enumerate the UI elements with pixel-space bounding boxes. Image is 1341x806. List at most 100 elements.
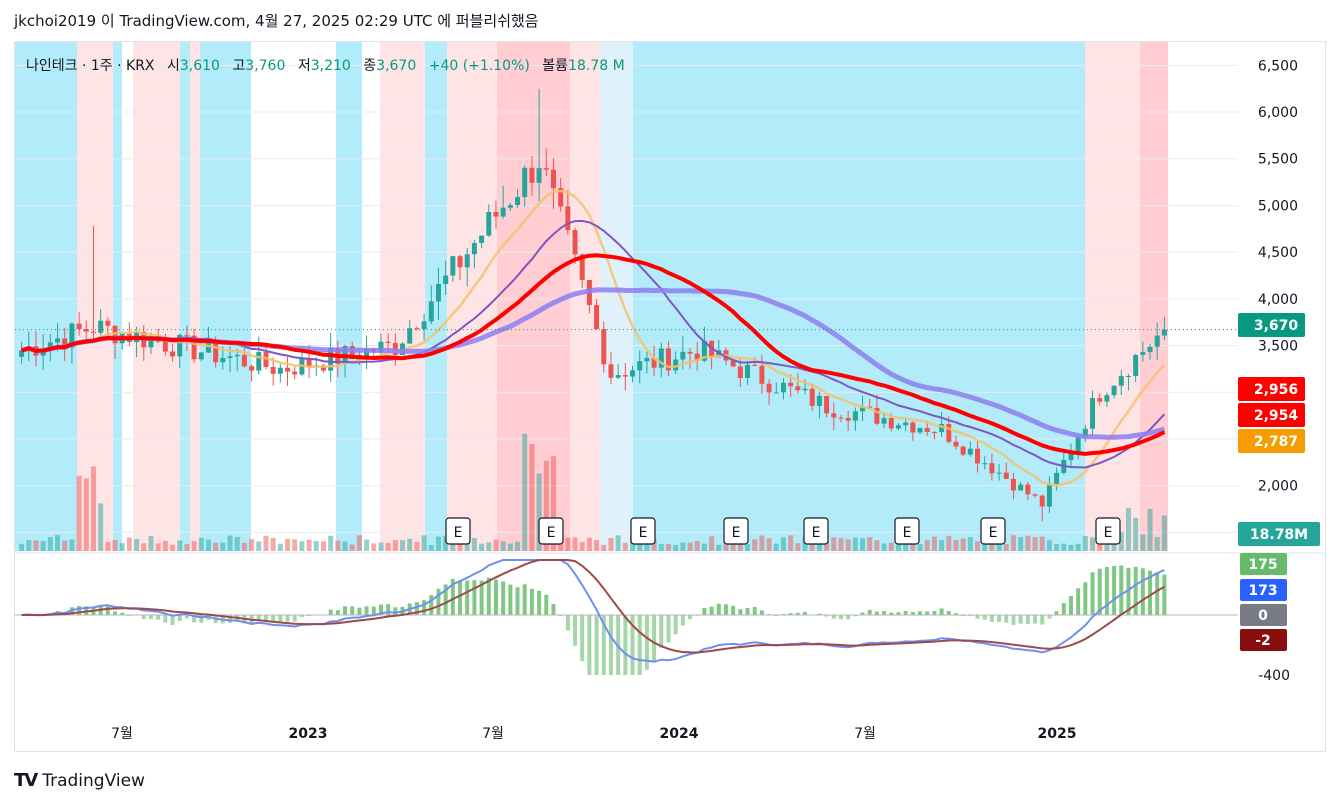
candle-120: [881, 418, 887, 424]
volume-bar-157: [1147, 508, 1153, 551]
candle-4: [47, 342, 53, 350]
volume-bar-135: [989, 541, 995, 551]
macd-hist-bar-84: [623, 615, 628, 675]
volume-bar-17: [141, 543, 147, 551]
volume-bar-22: [177, 540, 183, 551]
volume-bar-57: [428, 544, 434, 551]
volume-bar-156: [1140, 534, 1146, 551]
volume-bar-66: [493, 539, 499, 551]
macd-hist-bar-107: [788, 613, 793, 615]
candle-93: [687, 351, 693, 354]
volume-bar-92: [680, 542, 686, 551]
volume-bar-158: [1154, 537, 1160, 551]
macd-badge-label-1: 173: [1248, 583, 1277, 599]
volume-bar-39: [299, 541, 305, 551]
x-tick-label-4: 7월: [854, 726, 876, 742]
candle-108: [795, 386, 801, 391]
candle-134: [982, 463, 988, 465]
volume-bar-74: [550, 456, 556, 551]
volume-bar-113: [831, 537, 837, 551]
candle-128: [939, 423, 945, 433]
macd-hist-bar-55: [414, 602, 419, 615]
candle-36: [277, 367, 283, 374]
candle-109: [802, 388, 808, 391]
macd-hist-bar-92: [680, 615, 685, 626]
volume-bar-94: [694, 541, 700, 551]
trend-band-5: [180, 42, 190, 551]
macd-hist-bar-57: [429, 594, 434, 615]
trend-band-22: [848, 42, 915, 551]
macd-badge-1: [1240, 579, 1287, 601]
volume-bar-9: [83, 478, 89, 551]
macd-hist-bar-97: [716, 603, 721, 615]
volume-bar-31: [241, 542, 247, 551]
y-tick-label-5: 4,000: [1258, 292, 1298, 308]
macd-hist-bar-24: [192, 615, 197, 623]
macd-hist-bar-139: [1018, 615, 1023, 624]
macd-hist-bar-52: [393, 607, 398, 615]
trend-band-0: [15, 42, 77, 551]
macd-hist-bar-135: [989, 615, 994, 622]
candle-37: [285, 367, 291, 372]
macd-hist-bar-79: [587, 615, 592, 675]
candle-147: [1075, 436, 1081, 453]
macd-hist-bar-59: [443, 584, 448, 615]
candle-61: [457, 256, 463, 268]
candle-64: [479, 235, 485, 243]
candle-146: [1068, 452, 1074, 460]
macd-hist-bar-90: [666, 615, 671, 643]
candle-104: [766, 383, 772, 393]
macd-hist-bar-51: [386, 604, 391, 615]
macd-hist-bar-48: [364, 606, 369, 615]
macd-hist-bar-18: [148, 615, 153, 620]
open-value: 3,610: [179, 58, 220, 74]
candle-100: [737, 366, 743, 378]
volume-bar-33: [256, 541, 262, 551]
tradingview-logo[interactable]: TV TradingView: [14, 770, 145, 791]
volume-bar-119: [874, 540, 880, 551]
macd-hist-bar-56: [422, 600, 427, 615]
macd-hist-bar-69: [515, 587, 520, 615]
volume-bar-99: [730, 542, 736, 551]
volume-bar-35: [270, 537, 276, 551]
candle-35: [270, 366, 276, 374]
candle-66: [493, 211, 499, 217]
volume-bar-7: [69, 539, 75, 551]
macd-hist-bar-81: [601, 615, 606, 675]
price-badge-4: [1238, 522, 1320, 546]
trend-band-2: [113, 42, 122, 551]
candle-88: [651, 357, 657, 368]
chart-frame[interactable]: [14, 41, 1326, 752]
macd-hist-bar-21: [170, 615, 175, 626]
macd-hist-bar-22: [177, 615, 182, 622]
macd-hist-bar-44: [335, 610, 340, 615]
volume-bar-28: [220, 542, 226, 551]
candle-129: [946, 423, 952, 442]
macd-hist-bar-12: [105, 606, 110, 615]
volume-bar-67: [500, 541, 506, 551]
macd-hist-bar-127: [932, 611, 937, 615]
candle-72: [536, 168, 542, 183]
candle-68: [507, 205, 513, 208]
volume-bar-153: [1118, 532, 1124, 551]
volume-bar-63: [471, 537, 477, 551]
candle-138: [1010, 478, 1016, 491]
candle-54: [407, 328, 413, 344]
volume-bar-42: [320, 541, 326, 551]
volume-bar-41: [313, 541, 319, 551]
macd-hist-bar-78: [580, 615, 585, 662]
macd-hist-bar-77: [573, 615, 578, 646]
volume-bar-30: [234, 536, 240, 551]
candle-105: [773, 392, 779, 394]
volume-bar-6: [62, 540, 68, 551]
candle-135: [989, 463, 995, 474]
macd-hist-bar-108: [795, 612, 800, 615]
macd-hist-bar-14: [120, 612, 125, 615]
macd-hist-bar-149: [1090, 572, 1095, 615]
volume-bar-138: [1010, 535, 1016, 551]
volume-bar-11: [98, 503, 104, 551]
volume-bar-52: [392, 540, 398, 551]
macd-hist-bar-99: [731, 605, 736, 615]
macd-hist-bar-122: [896, 612, 901, 615]
